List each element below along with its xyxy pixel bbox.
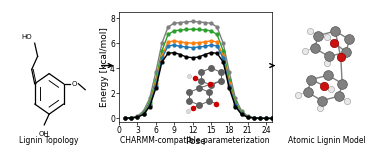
Text: CHARMM-compatible parameterization: CHARMM-compatible parameterization [120, 136, 270, 145]
Text: Atomic Lignin Model: Atomic Lignin Model [288, 136, 366, 145]
Text: HO: HO [21, 34, 32, 40]
Text: Lignin Topology: Lignin Topology [19, 136, 79, 145]
X-axis label: Pose: Pose [185, 137, 206, 146]
Text: O: O [72, 81, 77, 87]
Text: OH: OH [39, 131, 49, 137]
Y-axis label: Energy [kcal/mol]: Energy [kcal/mol] [100, 27, 108, 107]
